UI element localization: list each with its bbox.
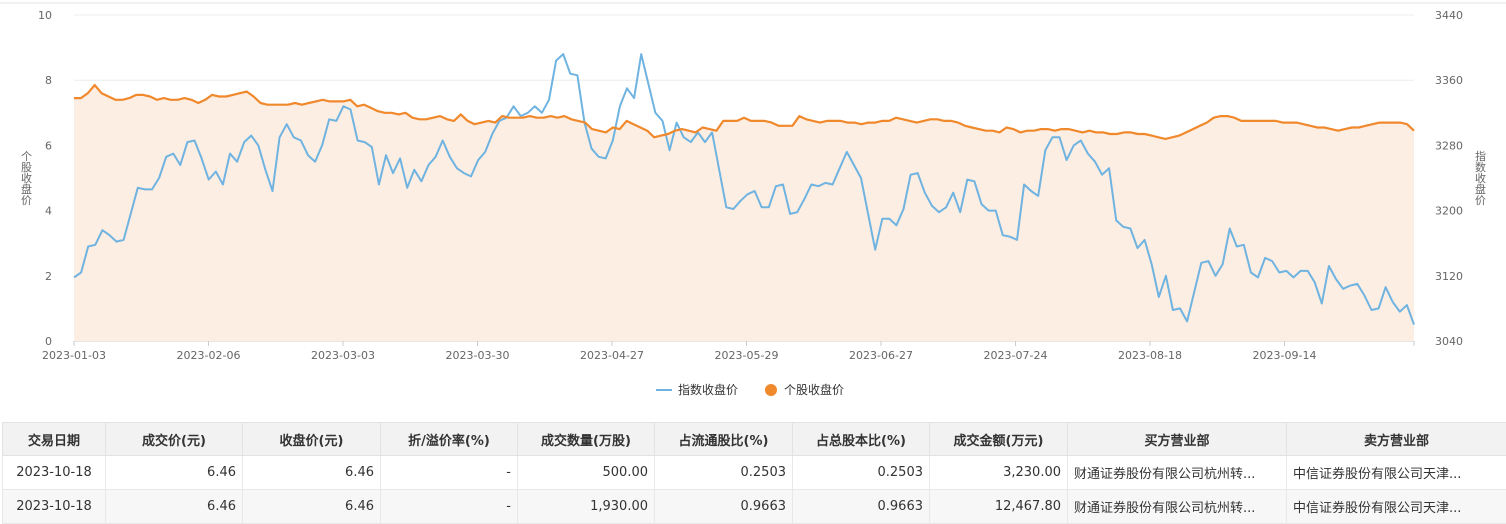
legend-stock-swatch [765,384,777,396]
x-tick-label: 2023-04-27 [580,349,644,362]
right-tick-label: 3040 [1435,335,1463,348]
x-tick-label: 2023-07-24 [984,349,1048,362]
left-tick-label: 8 [45,74,52,87]
left-axis-title: 个股收盘价 [20,150,33,205]
cell-float-ratio: 0.2503 [655,456,793,490]
col-header-premium-rate[interactable]: 折/溢价率(%) [381,423,518,456]
cell-seller-link[interactable]: 中信证券股份有限公司天津... [1287,490,1506,524]
chart-svg: 0246810304031203200328033603440个股收盘价指数收盘… [0,0,1506,405]
cell-date: 2023-10-18 [3,490,106,524]
cell-buyer-link[interactable]: 财通证券股份有限公司杭州转... [1068,490,1287,524]
stock-area-fill [74,85,1414,341]
col-header-seller[interactable]: 卖方营业部 [1287,423,1506,456]
cell-seller-link[interactable]: 中信证券股份有限公司天津... [1287,456,1506,490]
right-tick-label: 3200 [1435,205,1463,218]
right-tick-label: 3360 [1435,74,1463,87]
x-tick-label: 2023-02-06 [177,349,241,362]
cell-total-ratio: 0.2503 [793,456,930,490]
right-tick-label: 3280 [1435,139,1463,152]
cell-volume: 500.00 [518,456,655,490]
cell-volume: 1,930.00 [518,490,655,524]
col-header-volume[interactable]: 成交数量(万股) [518,423,655,456]
col-header-date[interactable]: 交易日期 [3,423,106,456]
cell-deal-price: 6.46 [106,490,243,524]
col-header-close-price[interactable]: 收盘价(元) [243,423,381,456]
left-tick-label: 10 [38,9,52,22]
chart-legend: 指数收盘价 个股收盘价 [656,382,844,397]
cell-deal-price: 6.46 [106,456,243,490]
x-tick-label: 2023-03-03 [311,349,375,362]
col-header-amount[interactable]: 成交金额(万元) [930,423,1068,456]
left-tick-label: 2 [45,270,52,283]
cell-premium-rate: - [381,490,518,524]
cell-amount: 3,230.00 [930,456,1068,490]
block-trade-table: 交易日期 成交价(元) 收盘价(元) 折/溢价率(%) 成交数量(万股) 占流通… [2,422,1506,524]
cell-premium-rate: - [381,456,518,490]
col-header-buyer[interactable]: 买方营业部 [1068,423,1287,456]
table-row: 2023-10-18 6.46 6.46 - 500.00 0.2503 0.2… [3,456,1506,490]
x-tick-label: 2023-09-14 [1253,349,1317,362]
x-tick-label: 2023-03-30 [446,349,510,362]
cell-close-price: 6.46 [243,456,381,490]
legend-stock-label: 个股收盘价 [784,382,844,397]
legend-index-label: 指数收盘价 [678,382,738,397]
cell-amount: 12,467.80 [930,490,1068,524]
right-tick-label: 3440 [1435,9,1463,22]
x-tick-label: 2023-06-27 [849,349,913,362]
right-tick-label: 3120 [1435,270,1463,283]
left-tick-label: 0 [45,335,52,348]
cell-buyer-link[interactable]: 财通证券股份有限公司杭州转... [1068,456,1287,490]
x-tick-label: 2023-05-29 [715,349,779,362]
cell-float-ratio: 0.9663 [655,490,793,524]
x-tick-label: 2023-01-03 [42,349,106,362]
col-header-deal-price[interactable]: 成交价(元) [106,423,243,456]
left-tick-label: 6 [45,139,52,152]
col-header-total-ratio[interactable]: 占总股本比(%) [793,423,930,456]
left-tick-label: 4 [45,205,52,218]
cell-close-price: 6.46 [243,490,381,524]
table-header-row: 交易日期 成交价(元) 收盘价(元) 折/溢价率(%) 成交数量(万股) 占流通… [3,423,1506,456]
table-row: 2023-10-18 6.46 6.46 - 1,930.00 0.9663 0… [3,490,1506,524]
x-tick-label: 2023-08-18 [1118,349,1182,362]
cell-total-ratio: 0.9663 [793,490,930,524]
right-axis-title: 指数收盘价 [1474,149,1487,205]
col-header-float-ratio[interactable]: 占流通股比(%) [655,423,793,456]
cell-date: 2023-10-18 [3,456,106,490]
